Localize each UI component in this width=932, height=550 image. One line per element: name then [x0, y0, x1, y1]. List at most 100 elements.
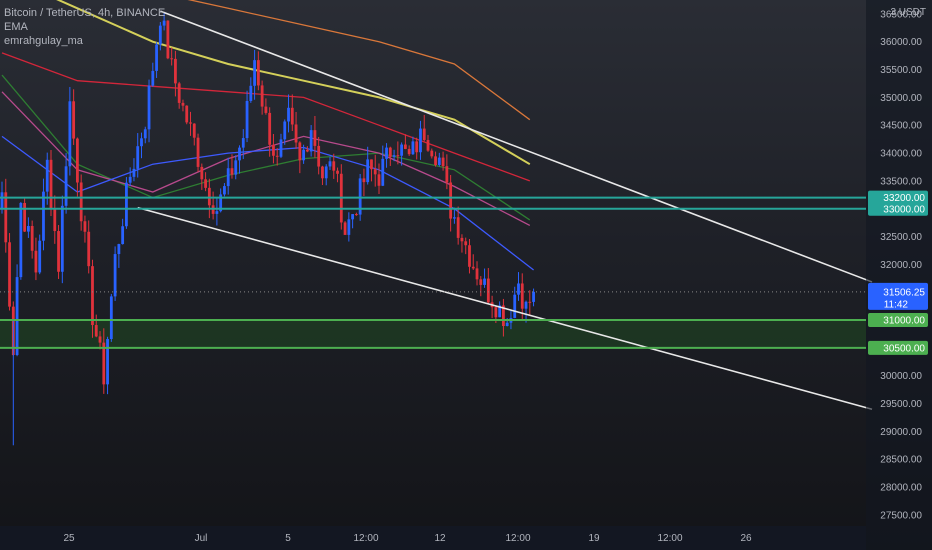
candle-body	[287, 107, 290, 122]
candle-body	[162, 20, 166, 26]
price-tick-label: 35500.00	[880, 65, 922, 76]
price-tick-label: 35000.00	[880, 93, 922, 104]
candle-body	[185, 105, 189, 123]
level-badge[interactable]	[868, 190, 928, 205]
moving-average-layer	[1, 0, 534, 271]
candle-body	[98, 336, 102, 343]
ma-line-blue[interactable]	[1, 135, 534, 271]
candle-body	[155, 44, 158, 71]
currency-label[interactable]: 3 USDT	[890, 7, 926, 18]
ma-line-green[interactable]	[1, 74, 531, 221]
candle-body	[415, 141, 419, 153]
level-badge-label: 31000.00	[883, 316, 925, 327]
level-badge[interactable]	[868, 201, 928, 216]
level-badge-label: 30500.00	[883, 343, 925, 354]
ma-line-pink[interactable]	[1, 91, 531, 226]
symbol-title[interactable]: Bitcoin / TetherUS, 4h, BINANCE	[4, 7, 166, 19]
candle-body	[366, 159, 370, 183]
time-tick-label: 25	[63, 533, 75, 544]
trendline-layer	[137, 10, 873, 411]
candle-body	[313, 130, 317, 146]
candle-body	[166, 20, 170, 59]
candle-body	[464, 241, 468, 246]
trendline-upper[interactable]	[160, 10, 873, 283]
bar-countdown: 11:42	[884, 299, 909, 310]
candle-body	[215, 211, 219, 214]
candle-body	[290, 107, 294, 125]
candle-body	[373, 169, 377, 175]
candle-body	[76, 138, 79, 183]
trendline-lower[interactable]	[137, 206, 873, 411]
candle-body	[19, 202, 23, 278]
candle-body	[460, 237, 464, 242]
price-tick-label: 32500.00	[880, 232, 922, 243]
candle-body	[426, 140, 430, 151]
current-price-badge[interactable]	[868, 282, 928, 310]
time-axis[interactable]: 25 Jul 5 12:00 12 12:00 19 12:00 26	[0, 526, 866, 550]
candle-body	[392, 155, 396, 157]
level-badge[interactable]	[868, 313, 928, 328]
time-axis-bg	[0, 526, 866, 550]
candle-body	[377, 174, 381, 186]
support-zone-layer	[0, 320, 866, 348]
price-tick-label: 32000.00	[880, 260, 922, 271]
candle-body	[121, 226, 125, 245]
candle-body	[23, 202, 27, 232]
price-tick-label: 28500.00	[880, 455, 922, 466]
candle-body	[91, 266, 94, 326]
candle-body	[260, 85, 264, 107]
candle-body	[336, 170, 339, 174]
ma-line-red[interactable]	[1, 52, 531, 182]
indicator-ema-label[interactable]: EMA	[4, 21, 28, 33]
indicator-ma-label[interactable]: emrahgulay_ma	[4, 35, 83, 47]
candle-body	[249, 85, 253, 101]
candle-body	[370, 159, 373, 170]
level-badge-label: 33000.00	[883, 204, 925, 215]
candle-body	[388, 147, 392, 157]
ma-line-orange[interactable]	[2, 0, 531, 121]
candle-body	[475, 268, 479, 280]
candle-body	[181, 102, 185, 106]
ma-line-yellow[interactable]	[2, 0, 531, 166]
candle-body	[309, 130, 313, 152]
candle-body	[445, 166, 449, 183]
candle-body	[479, 279, 483, 285]
candle-body	[302, 149, 305, 161]
price-tick-label: 34500.00	[880, 121, 922, 132]
candle-body	[362, 178, 366, 183]
candle-body	[219, 194, 223, 212]
candle-body	[453, 217, 456, 219]
candle-body	[332, 161, 336, 171]
candle-body	[520, 283, 524, 309]
candle-body	[245, 100, 249, 139]
candle-body	[57, 231, 60, 272]
candle-body	[400, 144, 404, 156]
candle-body	[430, 150, 434, 157]
level-badge[interactable]	[868, 340, 928, 355]
candle-body	[42, 191, 45, 241]
time-tick-label: 5	[285, 533, 291, 544]
candle-body	[347, 219, 351, 235]
candle-body	[305, 149, 309, 152]
candle-body	[79, 182, 83, 222]
candle-body	[502, 305, 505, 326]
candle-body	[140, 138, 143, 147]
candle-body	[113, 254, 117, 297]
candle-body	[102, 342, 106, 385]
candle-body	[8, 242, 11, 307]
candle-body	[45, 159, 49, 192]
candle-body	[53, 209, 57, 232]
candle-body	[234, 160, 238, 175]
candle-body	[358, 178, 362, 215]
candle-body	[532, 291, 535, 302]
candle-body	[483, 278, 486, 285]
candle-body	[174, 58, 177, 84]
price-tick-label: 27500.00	[880, 510, 922, 521]
support-zone[interactable]	[0, 320, 866, 348]
candle-body	[524, 301, 528, 309]
candle-body	[449, 182, 453, 219]
candle-body	[223, 186, 226, 195]
